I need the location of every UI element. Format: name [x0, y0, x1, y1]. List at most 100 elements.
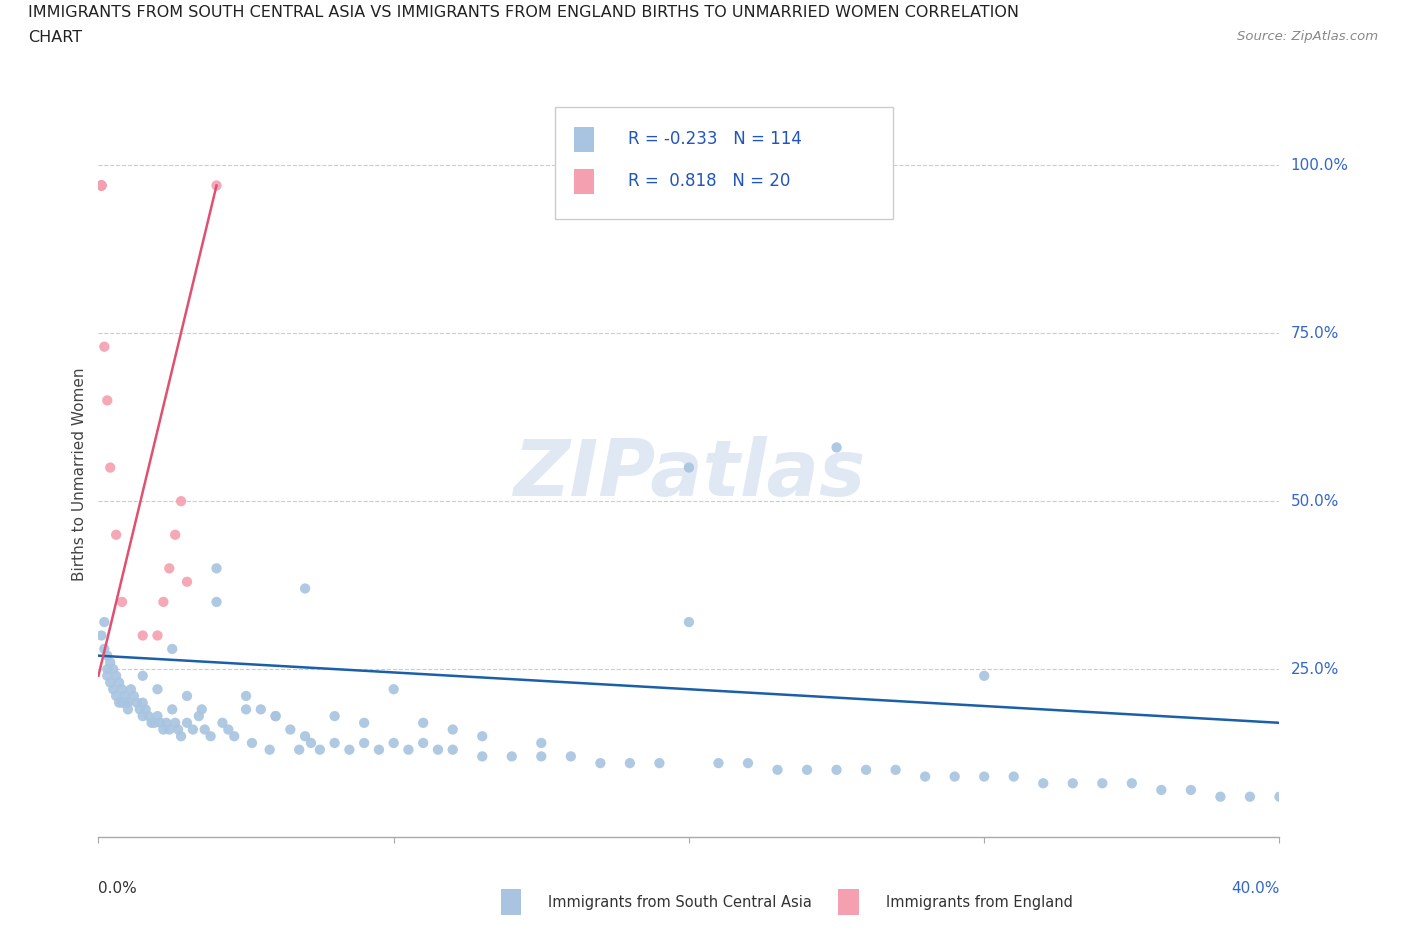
Point [98, 460, 121, 475]
Point [90, 178, 112, 193]
Point [176, 575, 198, 590]
Point [973, 669, 995, 684]
Point [471, 749, 494, 764]
Point [108, 696, 131, 711]
Point [205, 594, 228, 609]
Point [1121, 776, 1143, 790]
Point [678, 460, 700, 475]
Point [259, 742, 281, 757]
Point [93, 642, 115, 657]
Text: 0.0%: 0.0% [98, 881, 138, 896]
Point [157, 722, 180, 737]
Point [412, 715, 434, 730]
Text: 75.0%: 75.0% [1291, 326, 1339, 340]
Point [146, 709, 169, 724]
Point [170, 494, 193, 509]
Point [796, 763, 818, 777]
Point [105, 669, 128, 684]
Point [441, 742, 464, 757]
Point [105, 527, 128, 542]
Point [146, 682, 169, 697]
Text: ZIPatlas: ZIPatlas [513, 436, 865, 512]
Point [200, 729, 222, 744]
Point [96, 648, 118, 663]
Point [530, 736, 553, 751]
Point [96, 669, 118, 684]
Point [170, 729, 193, 744]
Point [93, 615, 115, 630]
Point [117, 696, 139, 711]
Point [152, 594, 174, 609]
Point [122, 688, 145, 703]
Text: R = -0.233   N = 114: R = -0.233 N = 114 [628, 130, 803, 149]
Point [1150, 782, 1173, 797]
Point [165, 715, 187, 730]
Point [441, 722, 464, 737]
Point [90, 178, 112, 193]
Point [235, 702, 257, 717]
Point [176, 688, 198, 703]
Point [141, 715, 163, 730]
Point [143, 715, 166, 730]
Point [111, 696, 134, 711]
Point [1209, 790, 1232, 804]
Point [114, 688, 136, 703]
Point [157, 561, 180, 576]
Point [125, 696, 148, 711]
Point [191, 702, 214, 717]
Point [90, 178, 112, 193]
Point [103, 682, 125, 697]
Point [294, 729, 316, 744]
Point [132, 709, 155, 724]
Text: 50.0%: 50.0% [1291, 494, 1339, 509]
Point [855, 763, 877, 777]
Point [108, 675, 131, 690]
Point [135, 702, 157, 717]
Point [98, 675, 121, 690]
Point [120, 682, 142, 697]
Point [1180, 782, 1202, 797]
Point [114, 696, 136, 711]
Point [382, 736, 405, 751]
Point [368, 742, 391, 757]
Text: Source: ZipAtlas.com: Source: ZipAtlas.com [1237, 30, 1378, 43]
Point [427, 742, 450, 757]
Point [211, 715, 233, 730]
Point [707, 756, 730, 771]
Text: R =  0.818   N = 20: R = 0.818 N = 20 [628, 172, 790, 191]
Point [250, 702, 273, 717]
Text: Immigrants from England: Immigrants from England [886, 895, 1073, 910]
Point [648, 756, 671, 771]
Point [162, 642, 183, 657]
Point [353, 736, 375, 751]
Point [382, 682, 405, 697]
Text: 100.0%: 100.0% [1291, 158, 1348, 173]
Point [132, 696, 155, 711]
Point [105, 688, 128, 703]
Point [165, 527, 187, 542]
Point [155, 715, 177, 730]
Text: Immigrants from South Central Asia: Immigrants from South Central Asia [548, 895, 813, 910]
Point [138, 709, 160, 724]
Point [146, 628, 169, 643]
Point [96, 393, 118, 408]
Point [288, 742, 311, 757]
Point [309, 742, 332, 757]
Point [205, 561, 228, 576]
Point [235, 688, 257, 703]
Point [943, 769, 966, 784]
Point [152, 722, 174, 737]
Point [217, 722, 239, 737]
Point [264, 709, 287, 724]
Point [93, 339, 115, 354]
Point [1091, 776, 1114, 790]
Point [396, 742, 419, 757]
Point [412, 736, 434, 751]
Point [194, 722, 217, 737]
Point [128, 702, 150, 717]
Point [1032, 776, 1054, 790]
Point [117, 702, 139, 717]
Point [737, 756, 759, 771]
Point [766, 763, 789, 777]
Point [825, 440, 848, 455]
